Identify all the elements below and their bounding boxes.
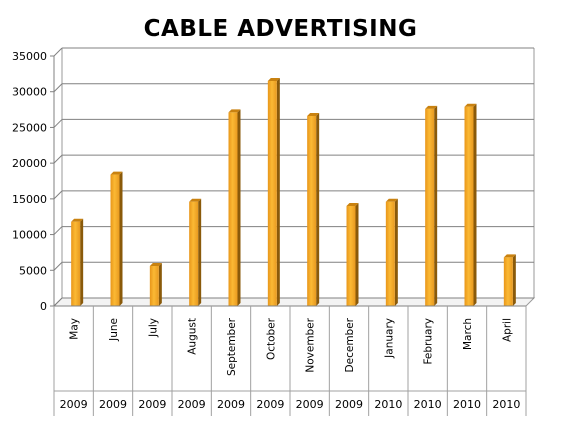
bar-side xyxy=(434,105,438,306)
gridline-diag xyxy=(53,83,63,93)
bar-top xyxy=(307,113,320,116)
bar-side xyxy=(512,254,516,306)
y-tick-label: 30000 xyxy=(12,86,47,99)
bar-top xyxy=(346,203,359,206)
bar-top xyxy=(464,103,477,107)
bar-front xyxy=(307,116,317,306)
bar-may xyxy=(71,218,84,306)
bar-side xyxy=(158,263,162,306)
bar-october xyxy=(267,78,280,306)
bar-side xyxy=(237,109,241,306)
y-tick-label: 10000 xyxy=(12,229,47,242)
bar-side xyxy=(276,78,280,306)
bar-side xyxy=(394,198,398,306)
gridline-diag xyxy=(53,154,63,164)
bar-march xyxy=(464,103,477,306)
bar-february xyxy=(425,105,438,306)
bar-top xyxy=(110,171,123,175)
bar-front xyxy=(464,106,474,306)
gridline-diag xyxy=(53,226,63,235)
bar-december xyxy=(346,203,359,306)
x-tick-label: March xyxy=(462,318,474,350)
year-label: 2010 xyxy=(492,398,520,411)
bar-front xyxy=(110,174,120,306)
bar-front xyxy=(149,266,159,306)
bar-side xyxy=(473,103,477,306)
bar-side xyxy=(80,218,84,306)
year-label: 2009 xyxy=(178,398,206,411)
bar-front xyxy=(189,201,199,306)
year-label: 2009 xyxy=(217,398,245,411)
y-tick-label: 0 xyxy=(40,300,47,313)
x-tick-label: August xyxy=(187,318,199,355)
bar-side xyxy=(316,113,320,306)
bar-september xyxy=(228,109,241,306)
bar-front xyxy=(425,108,435,306)
year-label: 2009 xyxy=(60,398,88,411)
y-tick-label: 15000 xyxy=(12,193,47,206)
bar-top xyxy=(385,198,398,202)
x-tick-label: May xyxy=(69,318,81,340)
x-tick-label: June xyxy=(108,318,120,342)
x-tick-label: November xyxy=(305,317,317,372)
bar-top xyxy=(71,218,84,222)
bar-top xyxy=(267,78,280,81)
x-tick-label: April xyxy=(501,318,513,342)
year-label: 2009 xyxy=(138,398,166,411)
year-label: 2009 xyxy=(99,398,127,411)
y-tick-label: 25000 xyxy=(12,121,47,134)
bar-top xyxy=(503,254,516,258)
chart-title: CABLE ADVERTISING xyxy=(143,16,418,42)
y-tick-label: 20000 xyxy=(12,157,47,170)
bar-top xyxy=(425,105,438,109)
gridline-diag xyxy=(53,47,63,57)
bar-top xyxy=(149,263,162,266)
year-label: 2010 xyxy=(414,398,442,411)
bar-front xyxy=(228,112,238,306)
bar-top xyxy=(228,109,241,113)
year-label: 2010 xyxy=(453,398,481,411)
bar-april xyxy=(503,254,516,306)
x-tick-label: December xyxy=(344,317,356,372)
year-label: 2009 xyxy=(296,398,324,411)
bar-front xyxy=(503,257,513,306)
x-tick-label: July xyxy=(147,318,159,338)
gridline-diag xyxy=(53,190,63,200)
bar-november xyxy=(307,113,320,306)
y-tick-label: 5000 xyxy=(19,264,47,277)
bar-front xyxy=(346,206,356,306)
x-tick-label: January xyxy=(383,318,395,359)
bar-front xyxy=(267,81,277,306)
bar-july xyxy=(149,263,162,306)
gridline-diag xyxy=(53,119,63,128)
gridline-diag xyxy=(53,297,63,307)
year-label: 2010 xyxy=(374,398,402,411)
bar-side xyxy=(355,203,359,306)
year-label: 2009 xyxy=(256,398,284,411)
chart-floor xyxy=(52,297,536,307)
year-label: 2009 xyxy=(335,398,363,411)
x-tick-label: September xyxy=(226,317,238,376)
bar-side xyxy=(119,171,123,306)
bar-january xyxy=(385,198,398,306)
bar-front xyxy=(71,221,81,306)
bar-top xyxy=(189,198,202,202)
bar-front xyxy=(385,201,395,306)
bar-august xyxy=(189,198,202,306)
x-tick-label: February xyxy=(423,318,435,365)
gridline-diag xyxy=(53,261,63,271)
bar-june xyxy=(110,171,123,306)
bar-side xyxy=(198,198,202,306)
y-tick-label: 35000 xyxy=(12,50,47,63)
x-tick-label: October xyxy=(265,317,277,360)
